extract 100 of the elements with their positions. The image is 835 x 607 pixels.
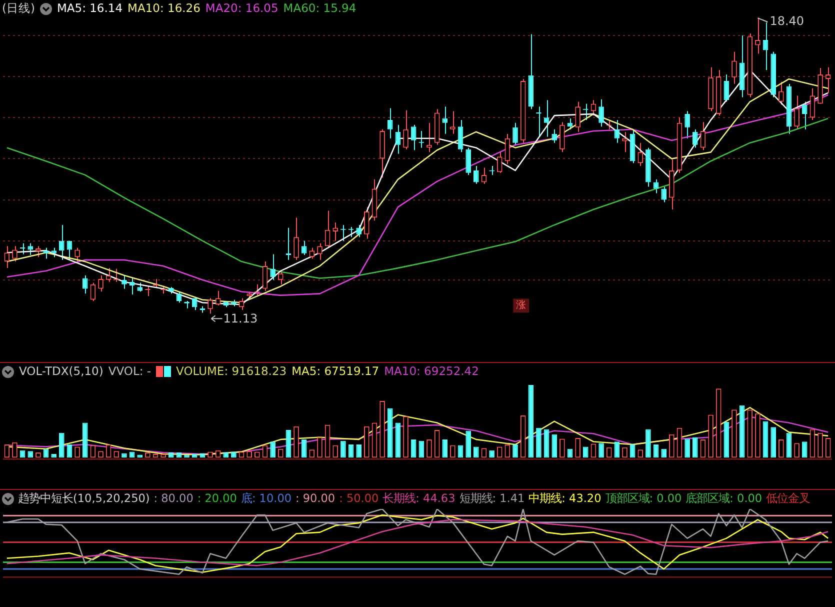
candlestick <box>43 247 49 260</box>
candlestick <box>317 242 322 260</box>
bar <box>646 429 651 458</box>
text: MA20: 16.05 <box>205 1 278 16</box>
candlestick <box>810 88 816 121</box>
bar <box>473 446 479 458</box>
candlestick <box>410 124 416 151</box>
bar <box>552 434 558 458</box>
bar <box>802 442 808 458</box>
candlestick <box>802 101 808 130</box>
candlestick <box>755 18 760 54</box>
text: VVOL: - <box>108 364 152 379</box>
candlestick <box>825 66 831 94</box>
candlestick <box>732 51 737 84</box>
bar <box>58 432 64 458</box>
bar <box>348 444 354 458</box>
bar <box>582 446 588 458</box>
candlestick <box>512 122 518 146</box>
candlestick <box>90 282 96 302</box>
candlestick <box>638 142 644 167</box>
candlestick <box>724 74 730 102</box>
bar <box>724 422 730 458</box>
bar <box>598 443 604 458</box>
candlestick <box>575 101 580 132</box>
bar <box>301 439 307 458</box>
bar <box>536 428 542 458</box>
annotation: 18.40 <box>770 14 804 28</box>
ref-line-label: : 90.00 <box>296 491 336 506</box>
bar <box>286 430 292 458</box>
candlestick <box>403 110 408 150</box>
annotation: 涨 <box>516 299 526 312</box>
bar <box>528 385 534 458</box>
bar <box>739 405 745 458</box>
text: MA5: 67519.17 <box>292 364 380 379</box>
bar <box>387 408 393 458</box>
candlestick <box>598 98 604 128</box>
candlestick <box>301 240 307 256</box>
candlestick <box>481 167 487 184</box>
text: 低位金叉 <box>766 491 810 506</box>
candlestick <box>4 246 10 269</box>
candlestick <box>364 206 370 240</box>
candlestick <box>661 186 667 203</box>
candlestick <box>387 108 393 139</box>
candlestick <box>496 152 502 174</box>
candlestick <box>552 128 558 144</box>
candlestick <box>28 242 34 256</box>
annotation: 11.13 <box>223 312 258 326</box>
ref-line-label: : 50.00 <box>339 491 379 506</box>
candlestick <box>332 222 338 242</box>
bar <box>770 427 776 458</box>
candlestick <box>442 106 448 134</box>
candlestick <box>450 110 456 134</box>
candlestick <box>560 122 565 153</box>
candlestick <box>356 224 362 238</box>
bar <box>653 444 659 458</box>
candlestick <box>544 100 550 138</box>
candlestick <box>262 261 268 292</box>
candlestick <box>778 81 784 106</box>
ref-line-label: : 80.00 <box>154 491 194 506</box>
candlestick <box>794 95 800 130</box>
candlestick <box>12 246 18 262</box>
ref-line-label: : 20.00 <box>197 491 237 506</box>
candlestick <box>106 268 112 282</box>
candlestick <box>395 124 401 154</box>
candlestick <box>614 120 620 144</box>
series-label: 短期线: 1.41 <box>459 491 525 506</box>
ref-line-label: 底: 10.00 <box>240 491 292 506</box>
bar <box>630 444 636 458</box>
candlestick <box>208 298 213 314</box>
bar <box>442 439 448 458</box>
text: 顶部区域: 0.00 <box>605 491 682 506</box>
text: MA5: 16.14 <box>56 1 123 16</box>
chart-title: 趋势中短长(10,5,20,250) <box>18 491 150 506</box>
bar <box>410 439 416 458</box>
bar <box>356 444 362 458</box>
chart-title: VOL-TDX(5,10) <box>19 364 104 379</box>
candlestick <box>278 270 284 285</box>
text: MA60: 15.94 <box>283 1 356 16</box>
candlestick <box>20 242 26 255</box>
candlestick <box>98 274 104 292</box>
candlestick <box>270 254 276 280</box>
bar <box>786 432 792 458</box>
candlestick <box>294 217 299 260</box>
bar <box>692 437 698 458</box>
bar <box>762 421 768 458</box>
bar <box>684 438 690 458</box>
candlestick <box>692 128 698 148</box>
series-label: 中期线: 43.20 <box>528 491 602 506</box>
bar <box>512 444 518 458</box>
bar <box>82 422 88 458</box>
candlestick <box>309 247 315 260</box>
text: MA10: 69252.42 <box>384 364 479 379</box>
legend-label: VOLUME: 91618.23 <box>176 364 287 379</box>
candlestick <box>58 224 64 260</box>
candlestick <box>458 120 464 153</box>
candlestick <box>36 246 41 258</box>
candlestick <box>466 147 471 176</box>
candlestick <box>122 274 127 290</box>
candlestick <box>66 240 72 260</box>
candlestick <box>82 274 88 294</box>
